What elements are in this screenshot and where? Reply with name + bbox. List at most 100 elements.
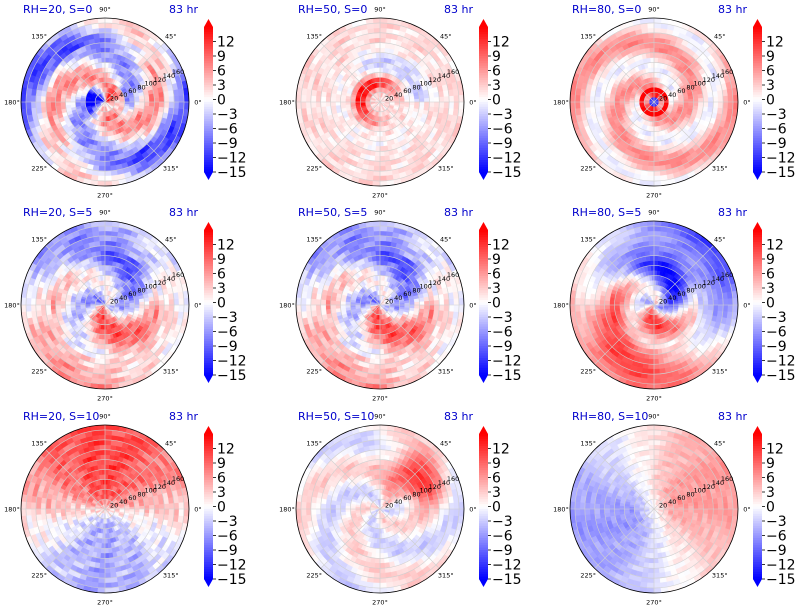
angle-tick-label: 225° [31,164,47,172]
heatmap-cell [376,131,381,137]
radial-tick-label: 60 [677,87,685,95]
heatmap-cell [340,94,347,100]
heatmap-cell [104,358,111,365]
radial-tick-label: 60 [403,87,411,95]
heatmap-cell [104,47,110,53]
heatmap-cell [305,95,312,103]
heatmap-cell [372,140,377,147]
heatmap-cell [104,265,109,271]
heatmap-cell [647,165,655,172]
heatmap-cell [379,47,385,53]
heatmap-cell [100,57,106,63]
heatmap-cell [65,94,72,100]
heatmap-cell [673,101,679,105]
panel-time-label: 83 hr [718,3,747,16]
heatmap-cell [429,97,435,103]
colorbar-tick-label: −15 [217,165,247,181]
heatmap-cell [139,101,145,106]
heatmap-cell [99,245,106,252]
heatmap-cell [379,155,386,162]
heatmap-cell [350,99,356,103]
heatmap-cell [330,101,336,107]
heatmap-cell [148,105,155,111]
heatmap-cell [80,99,86,103]
heatmap-cell [653,67,658,73]
heatmap-cell [75,302,81,306]
heatmap-cell [98,235,106,242]
heatmap-cell [183,101,190,110]
angle-tick-label: 45° [165,33,177,41]
heatmap-cell [163,96,170,103]
heatmap-cell [614,94,621,100]
heatmap-cell [99,363,106,370]
heatmap-cell [379,57,385,63]
angle-tick-label: 270° [97,192,113,200]
heatmap-cell [650,136,655,142]
heatmap-cell [657,52,663,59]
heatmap-cell [98,165,106,172]
heatmap-cell [40,304,47,311]
heatmap-cell [143,308,150,313]
heatmap-cell [453,94,460,103]
heatmap-cell [379,165,387,172]
heatmap-cell [653,32,661,39]
heatmap-cell [374,42,381,49]
heatmap-cell [100,47,106,53]
heatmap-cell [20,94,27,103]
heatmap-cell [374,155,381,162]
heatmap-cell [697,105,704,111]
heatmap-cell [428,106,435,112]
angle-tick-label: 0° [194,99,201,107]
heatmap-cell [335,94,342,99]
radial-tick-label: 20 [110,95,118,103]
heatmap-cell [104,52,110,58]
polar-panel: 0°45°90°135°180°225°270°315°20 40 60 801001… [279,3,521,200]
heatmap-cell [97,17,106,24]
heatmap-cell [108,52,114,59]
colorbar-extend-max [753,19,762,27]
heatmap-cell [375,47,381,53]
radial-tick-label: 160 [721,68,733,76]
heatmap-cell [599,92,606,98]
heatmap-cell [50,101,56,107]
heatmap-cell [569,101,576,110]
heatmap-cell [649,146,655,152]
heatmap-cell [584,95,591,103]
heatmap-cell [315,96,322,103]
heatmap-cell [574,94,581,103]
heatmap-cell [99,155,106,162]
heatmap-cell [55,101,61,107]
heatmap-cell [649,141,655,147]
heatmap-cell [173,101,180,109]
heatmap-cell [104,255,110,261]
heatmap-cell [379,77,383,83]
angle-tick-label: 135° [580,33,596,41]
heatmap-cell [148,308,155,314]
heatmap-cell [698,101,704,107]
panel-time-label: 83 hr [169,3,198,16]
angle-tick-label: 225° [306,164,322,172]
heatmap-cell [599,101,605,107]
heatmap-cell [653,151,659,157]
heatmap-cell [305,101,312,109]
heatmap-cell [372,135,378,142]
heatmap-cell [109,47,115,54]
heatmap-cell [60,101,66,107]
heatmap-cell [50,300,56,306]
heatmap-cell [653,17,662,24]
heatmap-cell [80,302,86,306]
heatmap-cell [379,175,388,182]
heatmap-cell [104,27,112,34]
heatmap-cell [104,146,110,152]
heatmap-cell [653,170,661,177]
heatmap-cell [20,101,27,110]
heatmap-cell [35,101,42,109]
heatmap-cell [60,304,66,310]
heatmap-cell [649,151,655,157]
heatmap-cell [453,101,460,110]
heatmap-cell [40,101,47,108]
heatmap-cell [648,160,655,167]
heatmap-cell [158,299,165,306]
heatmap-cell [104,72,108,78]
